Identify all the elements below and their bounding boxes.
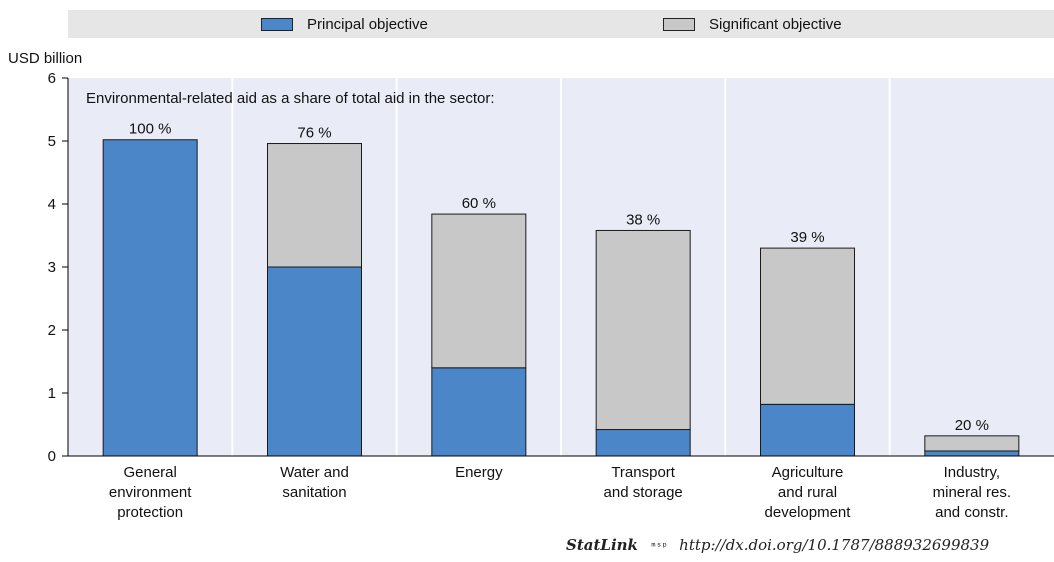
bar-significant (267, 143, 362, 268)
x-tick-label: General environment protection (108, 464, 192, 521)
data-label: 38 % (626, 211, 660, 228)
bar-significant (760, 247, 855, 405)
y-tick-label: 1 (48, 385, 56, 402)
y-tick-label: 2 (48, 322, 56, 339)
bar-principal (760, 403, 855, 457)
y-tick-label: 0 (48, 448, 56, 465)
y-tick-label: 6 (48, 70, 56, 87)
legend-item-significant: Significant objective (663, 10, 842, 38)
bar-principal (431, 367, 527, 457)
bar-significant (431, 213, 527, 369)
bar-principal (924, 450, 1020, 457)
legend-label-significant: Significant objective (709, 15, 842, 33)
data-label: 20 % (955, 417, 989, 434)
statlink-brand: StatLink (566, 536, 638, 554)
legend: Principal objective Significant objectiv… (68, 10, 1054, 38)
data-label: 39 % (790, 229, 824, 246)
legend-swatch-significant (663, 17, 695, 31)
y-tick-label: 5 (48, 133, 56, 150)
bar-significant (595, 229, 691, 431)
x-tick-label: Water and sanitation (280, 464, 349, 501)
chart-annotation: Environmental-related aid as a share of … (86, 90, 495, 107)
x-tick-label: Agriculture and rural development (764, 464, 851, 521)
legend-swatch-principal (261, 17, 293, 31)
x-tick-label: Energy (455, 464, 503, 481)
data-label: 100 % (129, 121, 172, 138)
statlink-logo-icon: ᵐˢᵖ (650, 540, 668, 553)
legend-label-principal: Principal objective (307, 15, 428, 33)
data-label: 60 % (462, 195, 496, 212)
bar-principal (595, 429, 691, 457)
bar-principal (267, 266, 362, 457)
statlink-url[interactable]: http://dx.doi.org/10.1787/888932699839 (679, 536, 990, 554)
bar-principal (102, 139, 198, 457)
legend-item-principal: Principal objective (261, 10, 428, 38)
y-tick-label: 4 (48, 196, 56, 213)
y-axis-title: USD billion (8, 50, 83, 67)
statlink-footer[interactable]: StatLink ᵐˢᵖ http://dx.doi.org/10.1787/8… (566, 536, 989, 554)
x-tick-label: Industry, mineral res. and constr. (932, 464, 1011, 521)
data-label: 76 % (297, 125, 331, 142)
y-tick-label: 3 (48, 259, 56, 276)
bar-significant (924, 435, 1020, 452)
x-tick-label: Transport and storage (603, 464, 683, 501)
